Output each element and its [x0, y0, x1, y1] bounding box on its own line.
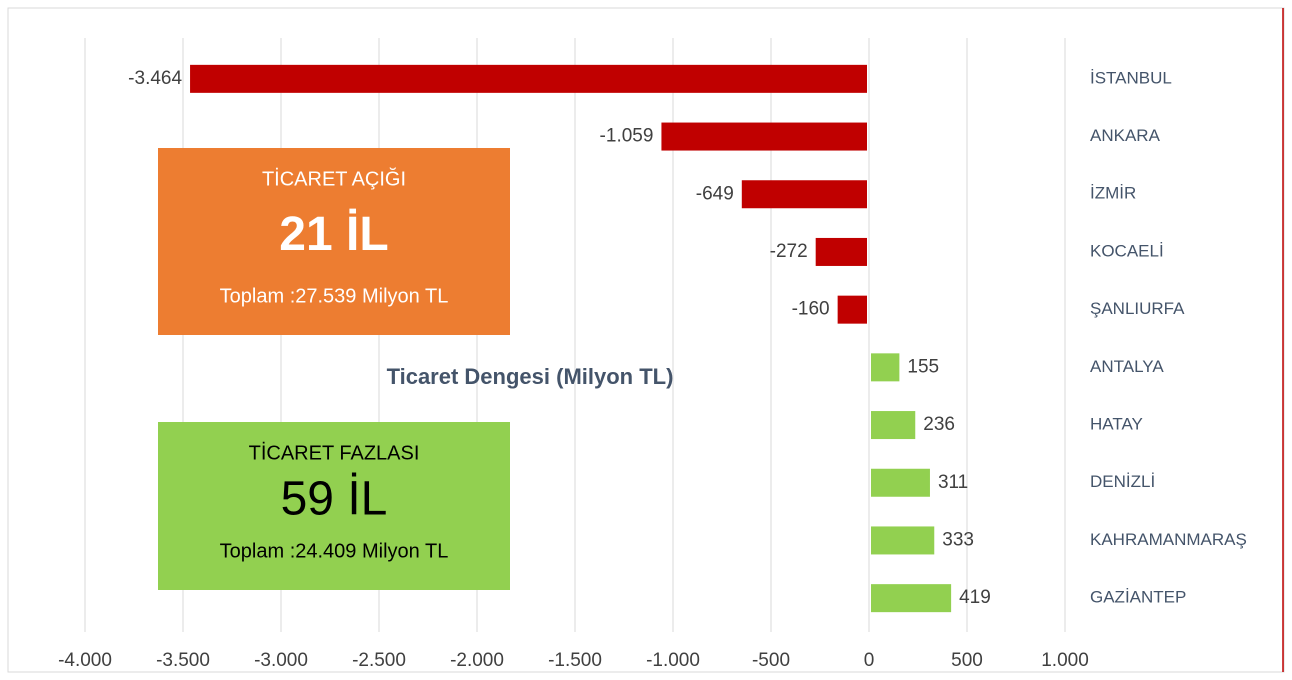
bar	[661, 122, 867, 151]
bar	[871, 353, 900, 382]
value-label: -649	[696, 183, 734, 204]
x-tick-label: -4.000	[58, 650, 112, 671]
bar	[871, 411, 916, 440]
value-label: 155	[907, 356, 939, 377]
bar	[815, 237, 867, 266]
category-label: ANTALYA	[1090, 357, 1164, 376]
category-label: DENİZLİ	[1090, 472, 1155, 491]
x-tick-label: -3.000	[254, 650, 308, 671]
bar	[741, 180, 867, 209]
chart-title: Ticaret Dengesi (Milyon TL)	[387, 364, 674, 389]
category-label: İSTANBUL	[1090, 68, 1172, 87]
annotation-total: Toplam :24.409 Milyon TL	[220, 540, 449, 562]
x-tick-label: -2.000	[450, 650, 504, 671]
bar	[871, 468, 930, 497]
value-label: -1.059	[600, 126, 654, 147]
category-label: GAZİANTEP	[1090, 588, 1186, 607]
x-tick-label: 500	[951, 650, 983, 671]
value-label: 419	[959, 587, 991, 608]
category-label: HATAY	[1090, 415, 1143, 434]
annotation-count: 59 İL	[281, 473, 388, 526]
category-label: İZMİR	[1090, 184, 1136, 203]
value-label: 236	[923, 414, 955, 435]
bar	[190, 64, 867, 93]
category-label: ŞANLIURFA	[1090, 299, 1185, 318]
x-tick-label: 1.000	[1041, 650, 1089, 671]
value-label: 333	[942, 529, 974, 550]
value-label: -160	[792, 299, 830, 320]
bar	[871, 526, 935, 555]
bar	[837, 295, 867, 324]
category-label: KAHRAMANMARAŞ	[1090, 530, 1247, 549]
x-tick-label: -500	[752, 650, 790, 671]
value-label: 311	[938, 472, 968, 493]
annotation-heading: TİCARET AÇIĞI	[262, 167, 406, 190]
category-label: ANKARA	[1090, 126, 1161, 145]
bar	[871, 584, 952, 613]
annotation-box	[158, 422, 510, 590]
x-tick-label: 0	[864, 650, 875, 671]
annotation-count: 21 İL	[279, 208, 388, 261]
category-label: KOCAELİ	[1090, 241, 1164, 260]
annotation-box	[158, 148, 510, 335]
x-tick-label: -1.000	[646, 650, 700, 671]
x-tick-label: -1.500	[548, 650, 602, 671]
x-tick-label: -2.500	[352, 650, 406, 671]
annotation-total: Toplam :27.539 Milyon TL	[220, 285, 449, 307]
value-label: -272	[770, 241, 808, 262]
x-tick-label: -3.500	[156, 650, 210, 671]
annotation-heading: TİCARET FAZLASI	[249, 441, 420, 464]
value-label: -3.464	[128, 68, 182, 89]
